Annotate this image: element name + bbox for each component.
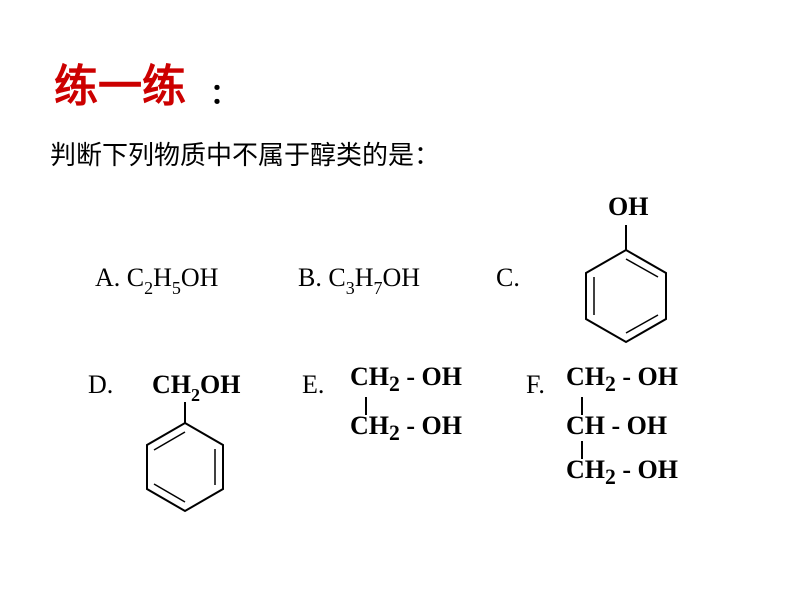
option-e-l1-rest: - OH	[400, 362, 462, 391]
option-b-oh: OH	[382, 263, 420, 292]
option-a-h: H	[153, 263, 172, 292]
option-c-oh: OH	[608, 192, 648, 222]
option-a-sub2: 5	[172, 278, 181, 298]
option-c-structure	[556, 220, 696, 360]
exercise-title: 练一练	[54, 50, 186, 114]
option-e-l2-sub: 2	[389, 421, 400, 445]
option-f-l3-sub: 2	[605, 465, 616, 489]
option-f-l3-rest: - OH	[616, 455, 678, 484]
option-b: B. C3H7OH	[298, 263, 420, 297]
option-d-label: D.	[88, 370, 113, 399]
option-c-label: C.	[496, 263, 520, 292]
option-f-l3-ch: CH	[566, 455, 605, 484]
option-f-l1-ch: CH	[566, 362, 605, 391]
option-a-c: C	[127, 263, 144, 292]
option-e-label: E.	[302, 370, 324, 399]
option-e-label-wrap: E.	[302, 370, 324, 400]
option-d-label-wrap: D.	[88, 370, 113, 400]
option-f-label-wrap: F.	[526, 370, 545, 400]
option-e-l2-rest: - OH	[400, 411, 462, 440]
option-a-oh: OH	[181, 263, 219, 292]
option-a-sub1: 2	[144, 278, 153, 298]
option-b-h: H	[355, 263, 374, 292]
option-a: A. C2H5OH	[95, 263, 218, 297]
option-b-label: B.	[298, 263, 322, 292]
option-b-sub1: 3	[346, 278, 355, 298]
option-b-sub2: 7	[373, 278, 382, 298]
option-f-l1-rest: - OH	[616, 362, 678, 391]
title-colon: ：	[210, 72, 238, 112]
option-c-label-wrap: C.	[496, 263, 520, 293]
option-e-structure: CH2 - OH CH2 - OH	[350, 362, 462, 446]
option-a-label: A.	[95, 263, 120, 292]
option-e-l1-sub: 2	[389, 372, 400, 396]
option-f-structure: CH2 - OH CH - OH CH2 - OH	[566, 362, 678, 490]
option-f-l2: CH - OH	[566, 411, 667, 440]
option-e-l2-ch: CH	[350, 411, 389, 440]
question-text: 判断下列物质中不属于醇类的是：	[50, 135, 440, 172]
option-b-c: C	[328, 263, 345, 292]
option-f-l1-sub: 2	[605, 372, 616, 396]
option-f-label: F.	[526, 370, 545, 399]
option-d-structure	[130, 395, 250, 520]
option-e-l1-ch: CH	[350, 362, 389, 391]
